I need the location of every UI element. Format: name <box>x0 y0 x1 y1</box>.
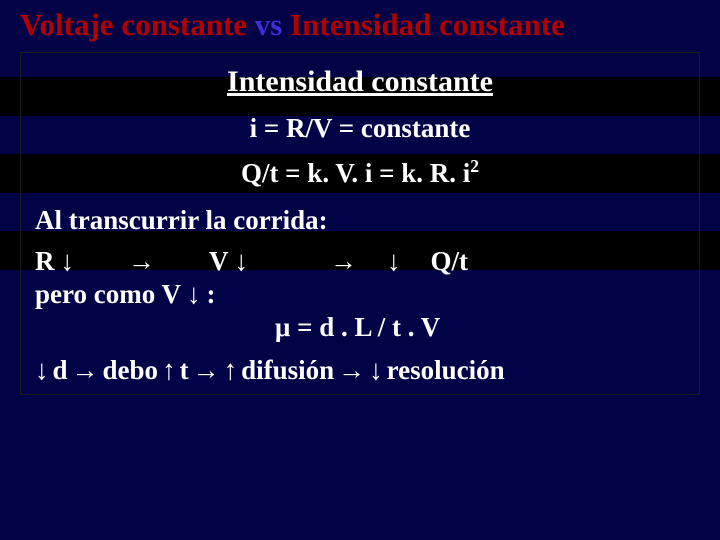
line-pero: pero como V ↓ : <box>35 279 685 310</box>
line-final: ↓ d → debo ↑ t → ↑ difusión → ↓ resoluci… <box>35 349 685 386</box>
equation-2: Q/t = k. V. i = k. R. i2 <box>35 158 685 189</box>
colon: : <box>206 279 215 310</box>
line-mu: μ = d . L / t . V <box>35 312 685 343</box>
text-resolucion: resolución <box>387 355 505 386</box>
mu-equation-rest: = d . L / t . V <box>290 312 440 342</box>
arrow-right-icon: → <box>338 355 365 386</box>
arrow-down-icon: ↓ <box>369 354 383 387</box>
arrow-right-icon: → <box>330 246 357 277</box>
arrow-down-icon: ↓ <box>187 278 201 311</box>
line-r-v-qt: R ↓ → V ↓ → ↓ Q/t <box>35 246 685 277</box>
arrow-right-icon: → <box>128 246 155 277</box>
run-label: Al transcurrir la corrida: <box>35 205 685 236</box>
arrow-up-icon: ↑ <box>224 354 238 387</box>
title-part-1: Voltaje constante <box>20 7 255 42</box>
arrow-down-icon: ↓ <box>235 245 249 278</box>
arrow-down-icon: ↓ <box>387 245 401 278</box>
subheading: Intensidad constante <box>35 65 685 99</box>
title-part-2: vs <box>255 7 290 42</box>
arrow-right-icon: → <box>193 355 220 386</box>
slide-title: Voltaje constante vs Intensidad constant… <box>20 8 700 42</box>
symbol-V: V <box>209 246 229 277</box>
equation-2-sup: 2 <box>470 156 479 176</box>
text-pero-como-v: pero como V <box>35 279 181 310</box>
symbol-Qt: Q/t <box>431 246 469 277</box>
symbol-mu: μ <box>275 312 290 342</box>
title-part-3: Intensidad constante <box>290 7 565 42</box>
arrow-down-icon: ↓ <box>61 245 75 278</box>
content-box: Intensidad constante i = R/V = constante… <box>20 52 700 395</box>
slide-content: Voltaje constante vs Intensidad constant… <box>0 0 720 540</box>
text-difusion: difusión <box>241 355 334 386</box>
symbol-R: R <box>35 246 55 277</box>
arrow-down-icon: ↓ <box>35 354 49 387</box>
arrow-up-icon: ↑ <box>162 354 176 387</box>
text-debo: debo <box>103 355 159 386</box>
equation-1: i = R/V = constante <box>35 113 685 144</box>
arrow-right-icon: → <box>72 355 99 386</box>
symbol-d: d <box>53 355 68 386</box>
equation-2-text: Q/t = k. V. i = k. R. i <box>241 158 470 188</box>
symbol-t: t <box>180 355 189 386</box>
